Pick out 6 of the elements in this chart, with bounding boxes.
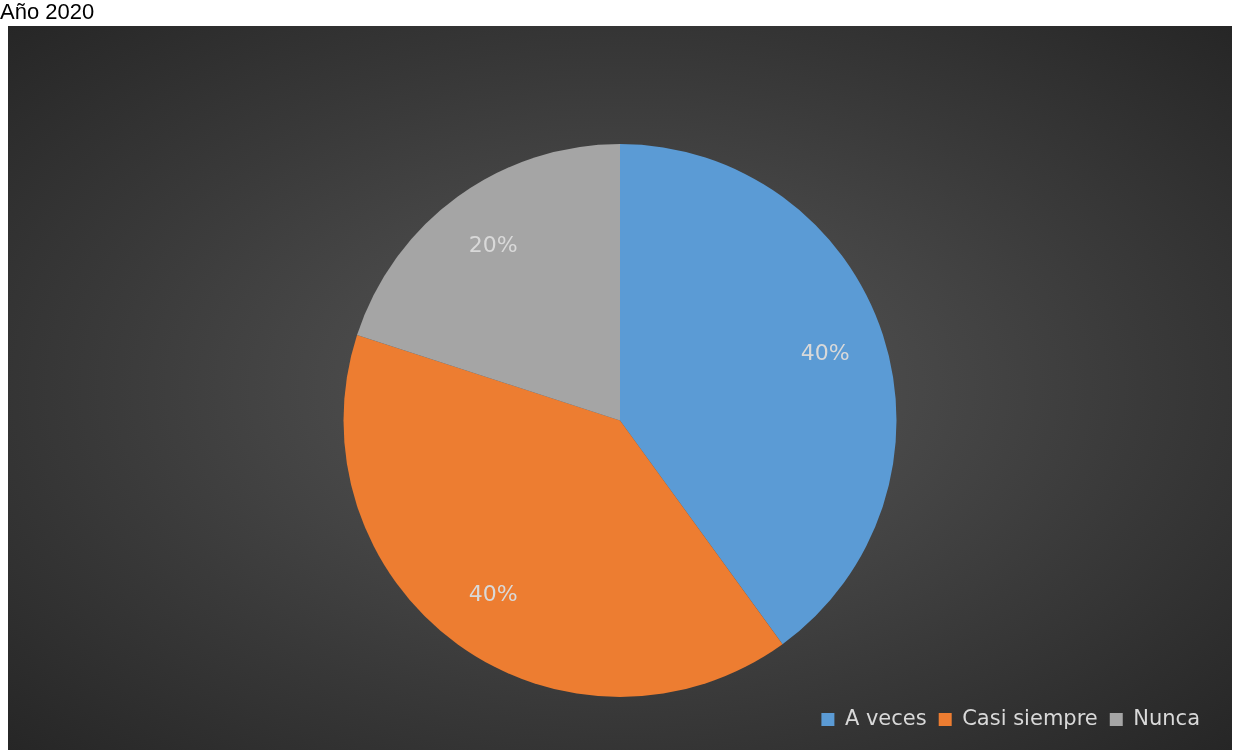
legend-label: Casi siempre (962, 705, 1098, 730)
legend-label: A veces (844, 705, 927, 730)
text: Año 2020 (0, 0, 95, 24)
data-label: 40% (800, 339, 850, 365)
legend-label: Nunca (1133, 705, 1201, 730)
data-label: 40% (468, 580, 518, 606)
